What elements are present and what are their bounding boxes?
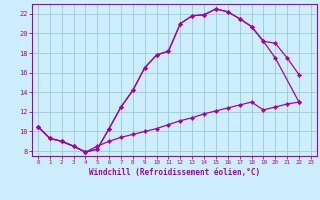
X-axis label: Windchill (Refroidissement éolien,°C): Windchill (Refroidissement éolien,°C) [89,168,260,177]
